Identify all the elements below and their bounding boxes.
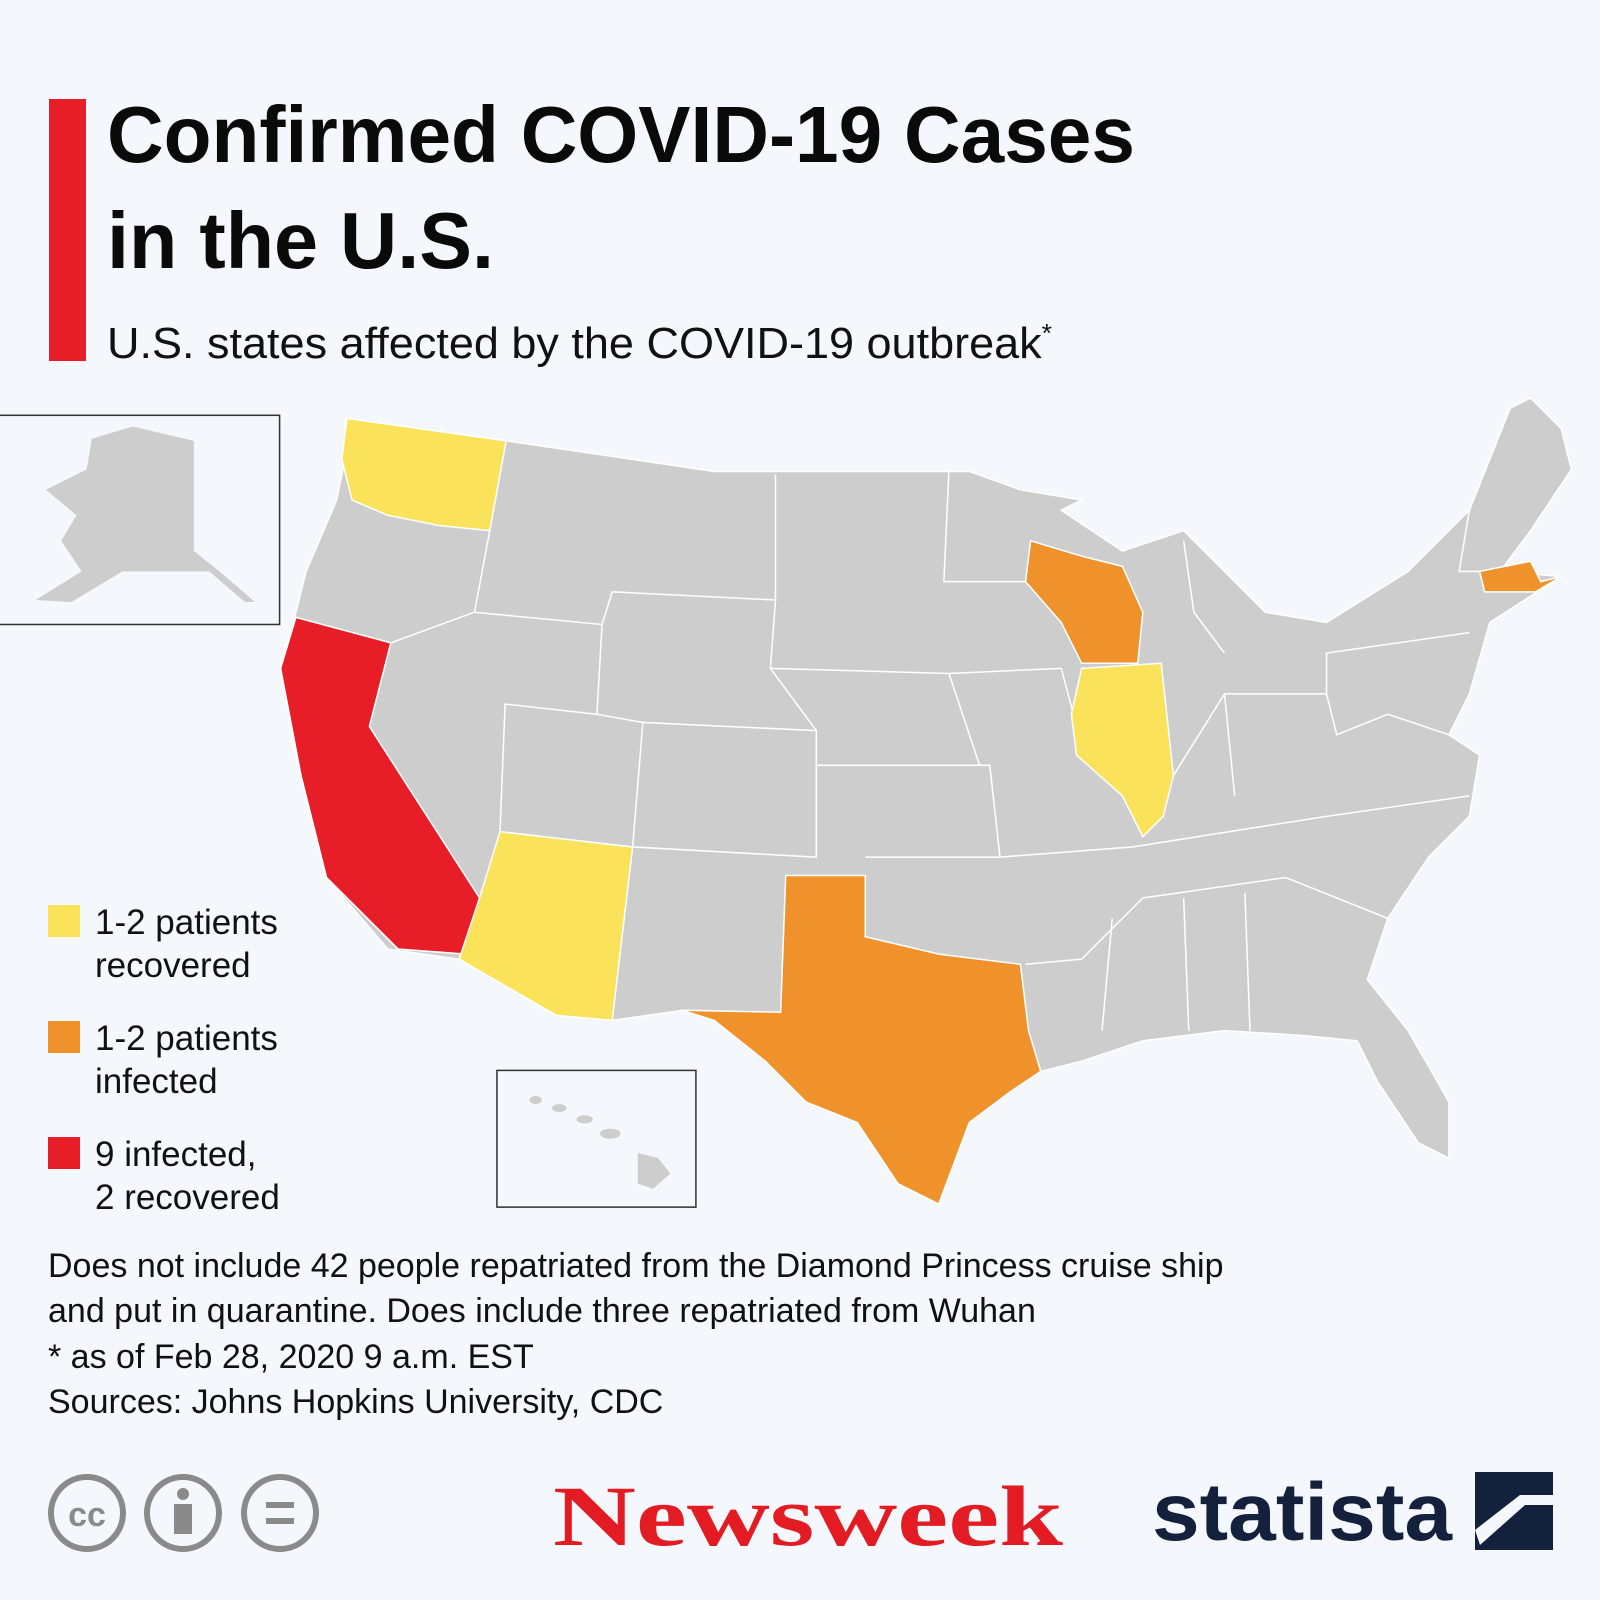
state-fill: [458, 830, 634, 1022]
legend: 1-2 patients recovered 1-2 patients infe…: [48, 903, 280, 1217]
subtitle: U.S. states affected by the COVID-19 out…: [107, 318, 1052, 368]
svg-text:cc: cc: [68, 1496, 106, 1534]
hawaii: [529, 1095, 671, 1189]
note: * as of Feb 28, 2020 9 a.m. EST: [48, 1338, 534, 1376]
state-fill: [279, 616, 481, 955]
state-fill: [341, 417, 508, 532]
state-fill: [1478, 560, 1562, 593]
publisher-logo: Newsweek: [553, 1468, 1063, 1564]
legend-label: infected: [95, 1062, 218, 1101]
legend-swatch: [48, 1137, 80, 1169]
legend-swatch: [48, 905, 80, 937]
license-icons: cc: [48, 1474, 319, 1552]
state-borders: [390, 469, 1480, 1031]
legend-label: recovered: [95, 946, 251, 985]
legend-label: 2 recovered: [95, 1178, 280, 1217]
subtitle-mark: *: [1042, 318, 1052, 348]
accent-bar: [49, 99, 86, 361]
alaska-inset: [0, 414, 281, 626]
brand-icon: [1475, 1472, 1553, 1550]
note: and put in quarantine. Does include thre…: [48, 1292, 1036, 1330]
legend-swatch: [48, 1021, 80, 1053]
title-line: in the U.S.: [107, 196, 494, 285]
note: Sources: Johns Hopkins University, CDC: [48, 1383, 663, 1421]
subtitle-text: U.S. states affected by the COVID-19 out…: [107, 319, 1043, 368]
brand-logo: statista: [1152, 1467, 1453, 1558]
title-line: Confirmed COVID-19 Cases: [107, 90, 1135, 179]
alaska: [35, 426, 256, 603]
legend-label: 9 infected,: [95, 1135, 257, 1174]
state-fill: [1070, 662, 1175, 839]
hawaii-inset: [496, 1069, 697, 1208]
state-fill: [681, 874, 1042, 1206]
note: Does not include 42 people repatriated f…: [48, 1247, 1224, 1285]
legend-label: 1-2 patients: [95, 903, 278, 942]
state-fill: [1024, 539, 1144, 665]
map: [0, 397, 1573, 1208]
legend-label: 1-2 patients: [95, 1019, 278, 1058]
